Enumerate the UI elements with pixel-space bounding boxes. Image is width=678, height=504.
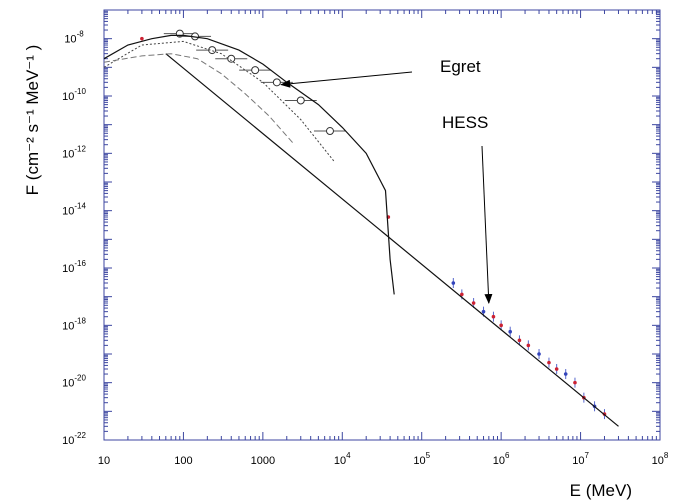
y-tick-label: 10-14	[62, 202, 86, 218]
annotation-arrow	[481, 145, 493, 305]
hess-point	[563, 372, 568, 376]
x-tick-label: 108	[652, 451, 669, 467]
y-tick-label: 10-10	[62, 87, 86, 103]
axis-ticks	[103, 9, 661, 441]
y-tick-label: 10-20	[62, 374, 86, 390]
hess-point	[526, 343, 531, 348]
hess-point	[460, 292, 464, 297]
x-tick-label: 1000	[251, 455, 275, 467]
hess-point	[537, 352, 541, 356]
data-series	[103, 29, 619, 427]
hess-point	[517, 338, 522, 343]
hess-point	[471, 301, 476, 305]
x-tick-label: 107	[572, 451, 589, 467]
x-tick-label: 104	[334, 451, 351, 467]
y-tick-label: 10-22	[62, 431, 86, 447]
hess-point	[573, 380, 577, 385]
solid-total-model-line	[103, 34, 395, 295]
hess-point	[547, 360, 551, 365]
solid-power-law-line	[165, 53, 619, 427]
egret-point	[296, 96, 305, 105]
annotation-label: Egret	[440, 57, 481, 76]
hess-point	[451, 281, 456, 285]
y-tick-label: 10-18	[62, 316, 86, 332]
x-tick-label: 10	[98, 455, 110, 467]
dotted-model-line	[103, 40, 335, 163]
y-axis-title: F (cm⁻² s⁻¹ MeV⁻¹ )	[23, 45, 42, 196]
egret-point	[325, 127, 334, 136]
y-tick-label: 10-12	[62, 144, 86, 160]
y-tick-labels: 10-8 10-10 10-12 10-14 10-16 10-18 10-20 10-22	[62, 30, 86, 447]
dashed-model-line	[103, 53, 295, 146]
annotation-arrow	[280, 71, 413, 88]
egret-point	[251, 66, 260, 75]
hess-point	[481, 309, 486, 314]
x-tick-label: 106	[493, 451, 510, 467]
egret-point	[272, 78, 281, 87]
hess-point	[508, 329, 512, 334]
annotation-label: HESS	[442, 113, 488, 132]
hess-point	[554, 367, 559, 371]
x-tick-labels: 10 100 1000 104 105 106 107 108	[98, 451, 669, 467]
x-axis-title: E (MeV)	[570, 481, 632, 500]
y-tick-label: 10-8	[64, 30, 84, 46]
egret-point	[227, 54, 236, 63]
x-tick-label: 100	[174, 455, 192, 467]
plot-frame	[103, 9, 661, 441]
hess-point	[499, 323, 503, 328]
x-tick-label: 105	[413, 451, 430, 467]
low-energy-point	[140, 36, 144, 41]
y-tick-label: 10-16	[62, 259, 86, 275]
annotations: Egret HESS	[280, 57, 493, 305]
hess-point	[491, 314, 496, 319]
